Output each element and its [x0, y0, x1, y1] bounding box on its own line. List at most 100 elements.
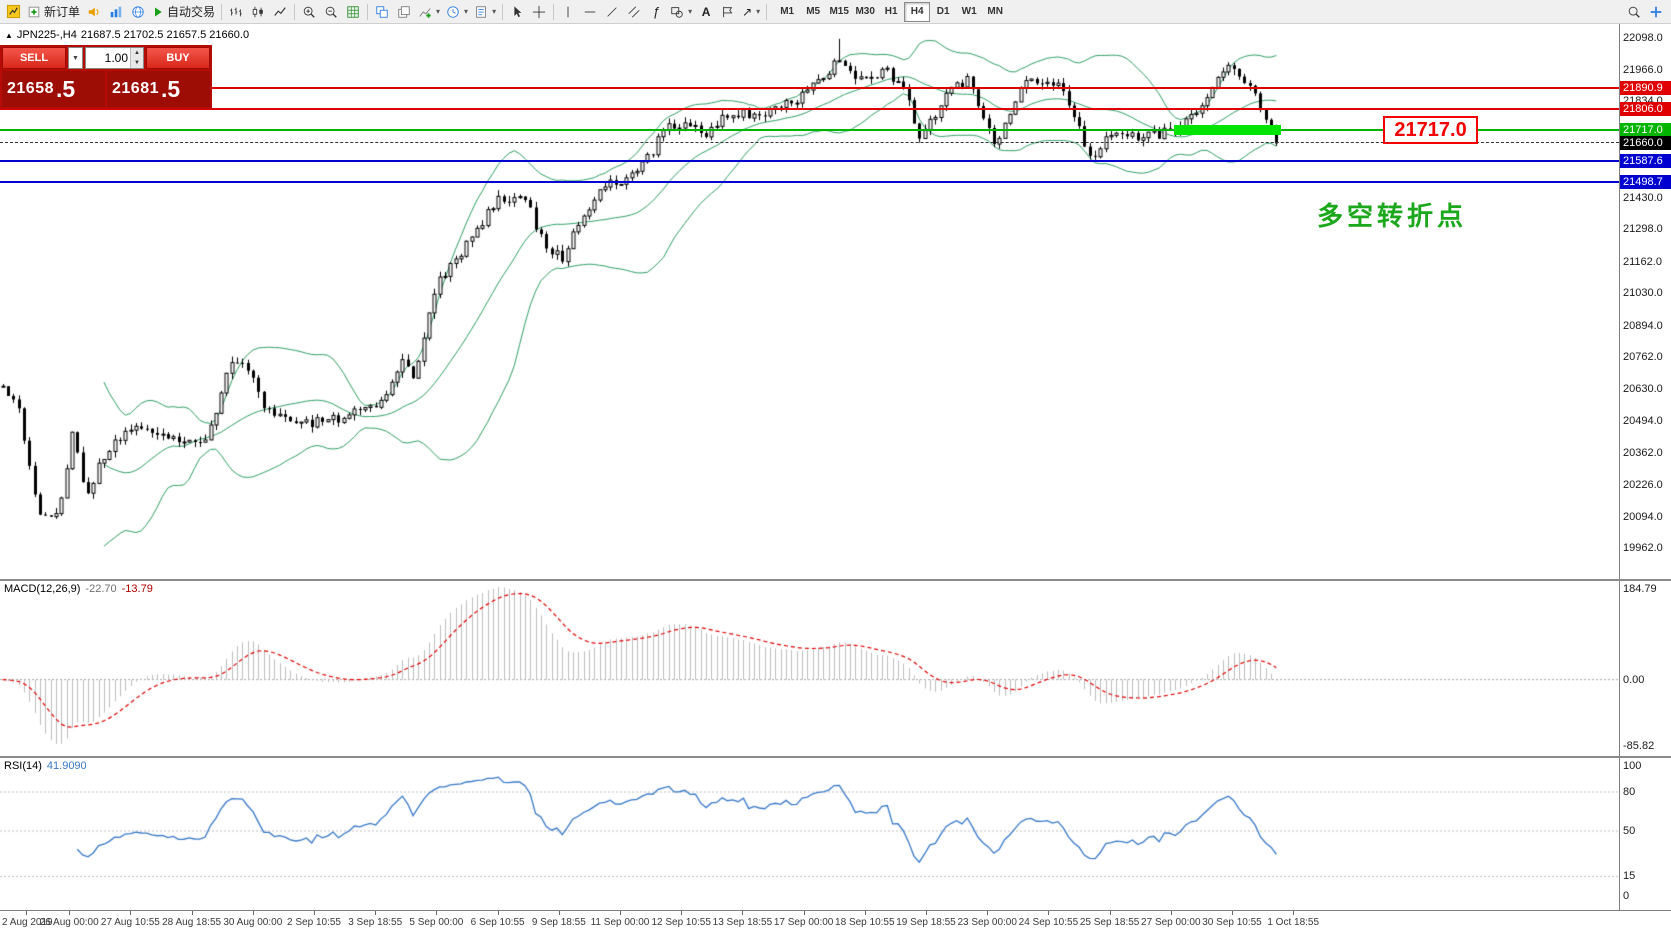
arrows-icon[interactable]: ↗ ▾ — [739, 1, 763, 23]
zoom-in-icon[interactable] — [298, 1, 320, 23]
periods-clock-icon[interactable]: ▾ — [443, 1, 471, 23]
macd-value: -22.70 — [85, 583, 117, 595]
volume-dropdown-button[interactable]: ▼ — [68, 47, 83, 69]
time-axis-tick — [1109, 911, 1111, 915]
profiles-globe-icon[interactable] — [127, 1, 149, 23]
green-highlight-bar[interactable] — [1173, 124, 1281, 135]
trendline-icon[interactable] — [601, 1, 623, 23]
time-axis[interactable]: 2 Aug 2019 26 Aug 00:00 27 Aug 10:55 28 Aug… — [0, 910, 1671, 947]
new-order-button[interactable]: 新订单 — [24, 1, 83, 23]
rsi-axis[interactable]: 100 80 50 15 0 — [1619, 758, 1671, 910]
volume-input[interactable] — [86, 48, 130, 68]
price-level-box: 21587.6 — [1620, 153, 1671, 168]
add-icon[interactable] — [1645, 1, 1667, 23]
sell-price[interactable]: 21658 .5 — [2, 71, 105, 107]
grid-icon[interactable] — [342, 1, 364, 23]
timeframe-MN[interactable]: MN — [982, 2, 1008, 22]
fibonacci-icon[interactable]: ƒ — [645, 1, 667, 23]
panel-splitter[interactable] — [0, 756, 1671, 758]
new-order-label: 新订单 — [44, 5, 81, 19]
timeframe-M30[interactable]: M30 — [852, 2, 878, 22]
timeframe-M1[interactable]: M1 — [774, 2, 800, 22]
panel-splitter[interactable] — [0, 579, 1671, 581]
timeframe-D1[interactable]: D1 — [930, 2, 956, 22]
cascade-windows-icon[interactable] — [393, 1, 415, 23]
time-axis-label: 2 Aug 2019 — [2, 917, 53, 928]
timeframe-M5[interactable]: M5 — [800, 2, 826, 22]
time-axis-tick — [620, 911, 621, 915]
candlestick-chart-icon[interactable] — [247, 1, 269, 23]
templates-icon[interactable]: ▾ — [471, 1, 499, 23]
toolbar-separator — [502, 3, 504, 20]
bar-chart-icon[interactable] — [225, 1, 247, 23]
text-label-icon[interactable] — [717, 1, 739, 23]
shapes-icon[interactable]: ▾ — [667, 1, 695, 23]
timeframe-W1[interactable]: W1 — [956, 2, 982, 22]
line-chart-icon[interactable] — [269, 1, 291, 23]
toolbar-right-group — [1623, 1, 1667, 23]
price-callout-box[interactable]: 21717.0 — [1383, 115, 1478, 144]
macd-canvas[interactable] — [0, 581, 1619, 756]
vertical-line-icon[interactable] — [557, 1, 579, 23]
rsi-panel: RSI(14) 41.9090 100 80 50 15 0 — [0, 758, 1671, 910]
rsi-canvas[interactable] — [0, 758, 1619, 910]
horizontal-line-21890.9[interactable] — [0, 87, 1619, 90]
price-axis[interactable]: 22098.021966.021834.021702.021570.021430… — [1619, 24, 1671, 579]
time-axis-tick — [1170, 911, 1172, 915]
volume-down-button[interactable]: ▼ — [131, 58, 143, 68]
cursor-icon[interactable] — [506, 1, 528, 23]
rsi-axis-label: 0 — [1623, 889, 1630, 902]
time-axis-label: 24 Sep 10:55 — [1018, 917, 1079, 928]
volume-up-button[interactable]: ▲ — [131, 48, 143, 58]
horizontal-line-21717.0[interactable] — [0, 128, 1619, 131]
horizontal-line-21587.6[interactable] — [0, 159, 1619, 162]
timeframe-H4[interactable]: H4 — [904, 1, 931, 22]
time-axis-label: 23 Sep 00:00 — [957, 917, 1017, 928]
time-axis-label: 13 Sep 18:55 — [712, 917, 773, 928]
macd-axis-label: 0.00 — [1623, 673, 1645, 686]
price-axis-label: 21298.0 — [1623, 223, 1663, 236]
price-axis-label: 20094.0 — [1623, 510, 1663, 523]
time-axis-tick — [375, 911, 377, 915]
toolbar: 新订单 自动交易 — [0, 0, 1671, 24]
buy-button[interactable]: BUY — [146, 47, 210, 69]
horizontal-line-21806.0[interactable] — [0, 107, 1619, 110]
price-chart-canvas[interactable] — [0, 24, 1619, 579]
price-level-box: 21890.9 — [1620, 81, 1671, 96]
macd-axis[interactable]: 184.79 0.00 -85.82 — [1619, 581, 1671, 756]
alerts-horn-icon[interactable] — [83, 1, 105, 23]
horizontal-line-21660.0[interactable] — [0, 142, 1619, 144]
search-icon[interactable] — [1623, 1, 1645, 23]
price-axis-label: 20494.0 — [1623, 415, 1663, 428]
crosshair-icon[interactable] — [528, 1, 550, 23]
price-axis-label: 21030.0 — [1623, 287, 1663, 300]
market-watch-icon[interactable] — [105, 1, 127, 23]
time-axis-label: 11 Sep 00:00 — [590, 917, 650, 928]
time-axis-tick — [926, 911, 927, 915]
main-chart-window: ▲ JPN225-,H4 21687.5 21702.5 21657.5 216… — [0, 24, 1671, 579]
price-axis-label: 20762.0 — [1623, 351, 1663, 364]
timeframe-H1[interactable]: H1 — [878, 2, 904, 22]
tile-windows-icon[interactable] — [371, 1, 393, 23]
new-order-icon — [28, 6, 40, 17]
time-axis-label: 12 Sep 10:55 — [651, 917, 711, 928]
horizontal-line-icon[interactable] — [579, 1, 601, 23]
sell-button[interactable]: SELL — [2, 47, 66, 69]
rsi-axis-label: 15 — [1623, 870, 1636, 882]
price-plot-area[interactable]: ▲ JPN225-,H4 21687.5 21702.5 21657.5 216… — [0, 24, 1619, 579]
macd-axis-label: 184.79 — [1623, 583, 1657, 595]
indicators-icon[interactable]: ▾ — [415, 1, 443, 23]
zoom-out-icon[interactable] — [320, 1, 342, 23]
channel-icon[interactable] — [623, 1, 645, 23]
terminal-icon[interactable] — [2, 1, 24, 23]
text-icon[interactable]: A — [695, 1, 717, 23]
horizontal-line-21498.7[interactable] — [0, 180, 1619, 183]
time-axis-label: 9 Sep 18:55 — [531, 917, 586, 928]
price-axis-label: 19962.0 — [1623, 542, 1663, 555]
autotrading-play-icon — [155, 7, 162, 16]
chinese-annotation-text[interactable]: 多空转折点 — [1317, 201, 1468, 232]
buy-price[interactable]: 21681 .5 — [107, 71, 210, 107]
timeframe-M15[interactable]: M15 — [826, 2, 852, 22]
autotrading-button[interactable]: 自动交易 — [149, 1, 218, 23]
